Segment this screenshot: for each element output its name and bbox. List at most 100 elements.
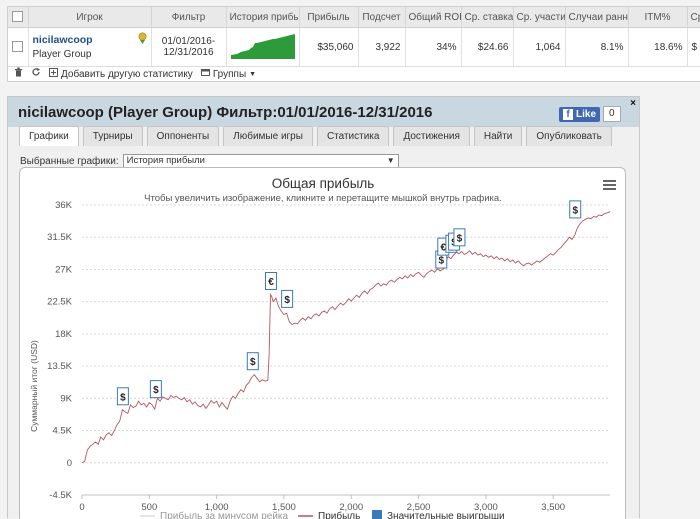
chart-select-row: Выбранные графики: История прибыли ▼: [20, 154, 399, 168]
stats-toolbar: Добавить другую статистику Группы ▼: [8, 66, 700, 82]
marker-symbol: $: [572, 205, 578, 216]
facebook-like-count: 0: [603, 106, 621, 122]
legend-item[interactable]: Значительные выигрыши: [387, 511, 505, 519]
chart-select[interactable]: История прибыли ▼: [122, 154, 399, 168]
tab-opponents[interactable]: Оппоненты: [146, 126, 220, 146]
profit-sparkline-cell: [226, 27, 300, 66]
tab-statistics[interactable]: Статистика: [316, 126, 390, 146]
y-tick-label: 27K: [55, 264, 73, 275]
chart-select-label: Выбранные графики:: [20, 155, 119, 167]
itm-value: 18.6%: [628, 27, 688, 66]
x-tick-label: 500: [141, 502, 157, 513]
column-header[interactable]: Фильтр: [151, 7, 227, 28]
y-tick-label: 36K: [55, 200, 73, 211]
x-tick-label: 2,500: [407, 502, 431, 513]
tab-charts[interactable]: Графики: [19, 126, 79, 146]
big-win-marker[interactable]: $: [116, 387, 129, 406]
legend-swatch: [372, 510, 382, 519]
column-header[interactable]: Подсчет: [358, 7, 406, 28]
chart-title: Общая прибыль: [272, 176, 375, 191]
column-header[interactable]: История прибыли: [226, 7, 300, 28]
marker-symbol: $: [250, 357, 256, 368]
count-value: 3,922: [358, 27, 406, 66]
select-all-header: [8, 7, 29, 28]
column-header[interactable]: Ср. ставка: [461, 7, 514, 28]
profit-chart-panel[interactable]: Общая прибыль Чтобы увеличить изображени…: [19, 167, 626, 519]
select-all-checkbox[interactable]: [12, 11, 24, 23]
groups-icon: [200, 67, 210, 82]
marker-symbol: $: [284, 295, 290, 306]
big-win-marker[interactable]: $: [246, 352, 259, 371]
row-checkbox[interactable]: [12, 41, 24, 53]
marker-symbol: $: [153, 385, 159, 396]
column-header[interactable]: Прибыль: [299, 7, 359, 28]
add-stat-label: Добавить другую статистику: [61, 69, 193, 80]
player-type: Player Group: [32, 49, 92, 60]
column-header[interactable]: Случаи ранней: [565, 7, 629, 28]
row-select-cell: [8, 27, 29, 66]
tab-publish[interactable]: Опубликовать: [526, 126, 612, 146]
avg-field-value: 1,064: [513, 27, 566, 66]
table-row: nicilawcoop Player Group 01/01/2016- 12/…: [8, 27, 700, 66]
big-win-marker[interactable]: $: [453, 228, 466, 247]
facebook-like-label: Like: [576, 108, 597, 120]
table-header-row: Игрок Фильтр История прибыли Прибыль Под…: [8, 7, 700, 28]
tab-find[interactable]: Найти: [473, 126, 523, 146]
marker-box: [264, 272, 277, 291]
legend-item[interactable]: Прибыль: [318, 510, 360, 519]
tab-achievements[interactable]: Достижения: [393, 126, 470, 146]
tab-tournaments[interactable]: Турниры: [82, 126, 143, 146]
close-icon[interactable]: ×: [630, 98, 636, 109]
avg-stake-value: $24.66: [461, 27, 514, 66]
column-header[interactable]: Ср. участие: [513, 7, 566, 28]
profit-sparkline: [230, 33, 295, 59]
column-header[interactable]: Игрок: [28, 7, 152, 28]
marker-box: [149, 380, 162, 399]
player-name-link[interactable]: nicilawcoop: [32, 34, 93, 46]
big-win-marker[interactable]: $: [149, 380, 162, 399]
x-axis-ticks: 0 500 1,000 1,500 2,000 2,500 3,000 3,500: [79, 494, 610, 513]
y-tick-label: 31.5K: [47, 232, 72, 243]
add-stat-button[interactable]: Добавить другую статистику: [49, 67, 193, 82]
facebook-like-button[interactable]: f Like: [559, 106, 601, 122]
stats-table: Игрок Фильтр История прибыли Прибыль Под…: [8, 7, 700, 66]
big-win-marker[interactable]: €: [264, 272, 277, 291]
last-value: $: [687, 27, 700, 66]
filter-date-start: 01/01/2016-: [161, 36, 216, 47]
marker-box: [453, 228, 466, 247]
chart-select-value: История прибыли: [126, 155, 205, 166]
groups-label: Группы: [212, 69, 247, 80]
filter-date-end: 12/31/2016: [163, 47, 214, 58]
window-header: nicilawcoop (Player Group) Фильтр:01/01/…: [8, 97, 639, 127]
groups-dropdown[interactable]: Группы ▼: [200, 67, 257, 82]
marker-box: [246, 352, 259, 371]
refresh-icon[interactable]: [31, 67, 41, 82]
profit-chart[interactable]: Общая прибыль Чтобы увеличить изображени…: [20, 168, 625, 519]
chart-markers: $$$€$$€€$$$: [116, 200, 582, 406]
y-tick-label: 9K: [60, 393, 72, 404]
player-window: nicilawcoop (Player Group) Фильтр:01/01/…: [7, 96, 640, 519]
add-stat-icon: [49, 67, 58, 82]
marker-symbol: $: [457, 233, 463, 244]
chart-subtitle: Чтобы увеличить изображение, кликните и …: [144, 193, 502, 204]
chevron-down-icon: ▼: [386, 156, 395, 165]
filter-cell: 01/01/2016- 12/31/2016: [151, 27, 227, 66]
big-win-marker[interactable]: $: [569, 200, 582, 219]
facebook-icon: f: [563, 108, 573, 120]
x-tick-label: 3,000: [474, 502, 498, 513]
marker-symbol: $: [438, 256, 444, 267]
chevron-down-icon: ▼: [249, 71, 257, 78]
column-header[interactable]: ITM%: [628, 7, 688, 28]
column-header[interactable]: Ср.: [687, 7, 700, 28]
x-tick-label: 2,000: [339, 502, 363, 513]
trash-icon[interactable]: [14, 67, 23, 82]
window-tabs: Графики Турниры Оппоненты Любимые игры С…: [19, 126, 612, 146]
legend-item[interactable]: Прибыль за минусом рейка: [160, 510, 289, 519]
tab-favorite-games[interactable]: Любимые игры: [223, 126, 313, 146]
facebook-like-widget: f Like 0: [559, 106, 621, 122]
column-header[interactable]: Общий ROI: [405, 7, 462, 28]
profit-value: $35,060: [299, 27, 359, 66]
marker-box: [569, 200, 582, 219]
big-win-marker[interactable]: $: [281, 289, 294, 308]
chart-menu-icon[interactable]: [603, 180, 616, 190]
